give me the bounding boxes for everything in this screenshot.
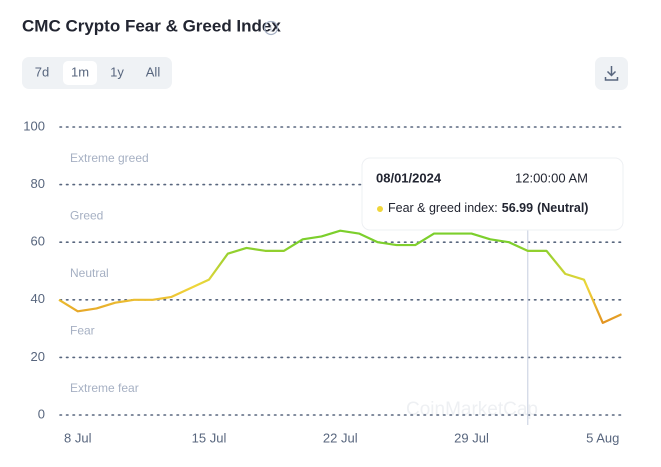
- x-tick-label: 8 Jul: [64, 430, 92, 445]
- watermark: CoinMarketCap: [406, 399, 538, 420]
- y-tick-label: 60: [31, 234, 45, 249]
- x-tick-label: 15 Jul: [192, 430, 227, 445]
- x-tick-label: 5 Aug: [586, 430, 619, 445]
- tooltip-time: 12:00:00 AM: [515, 170, 588, 185]
- range-button[interactable]: All: [146, 64, 161, 79]
- tooltip-number: 56.99: [502, 201, 533, 215]
- info-icon[interactable]: i: [263, 20, 279, 36]
- zone-label: Greed: [70, 209, 103, 223]
- title: CMC Crypto Fear & Greed Index: [22, 16, 281, 35]
- zone-label: Neutral: [70, 266, 109, 280]
- y-tick-label: 80: [31, 176, 45, 191]
- tooltip-date: 08/01/2024: [376, 170, 442, 185]
- tooltip-status: (Neutral): [537, 201, 588, 215]
- tooltip-dot: [377, 206, 383, 212]
- x-tick-label: 22 Jul: [323, 430, 358, 445]
- range-button[interactable]: 7d: [35, 64, 49, 79]
- y-tick-label: 0: [38, 406, 45, 421]
- range-button[interactable]: 1y: [110, 64, 124, 79]
- tooltip-series: Fear & greed index:: [388, 201, 498, 215]
- y-tick-label: 20: [31, 349, 45, 364]
- x-tick-label: 29 Jul: [454, 430, 489, 445]
- range-active: [63, 61, 97, 85]
- y-tick-label: 100: [23, 118, 45, 133]
- download-icon: [604, 66, 619, 81]
- range-button[interactable]: 1m: [71, 64, 89, 79]
- y-tick-label: 40: [31, 291, 45, 306]
- zone-label: Fear: [70, 324, 95, 338]
- zone-label: Extreme greed: [70, 151, 149, 165]
- svg-text:i: i: [270, 23, 272, 33]
- tooltip-value: Fear & greed index: 56.99 (Neutral): [388, 201, 588, 215]
- zone-label: Extreme fear: [70, 381, 139, 395]
- line: [58, 229, 622, 324]
- tooltip: [361, 157, 624, 231]
